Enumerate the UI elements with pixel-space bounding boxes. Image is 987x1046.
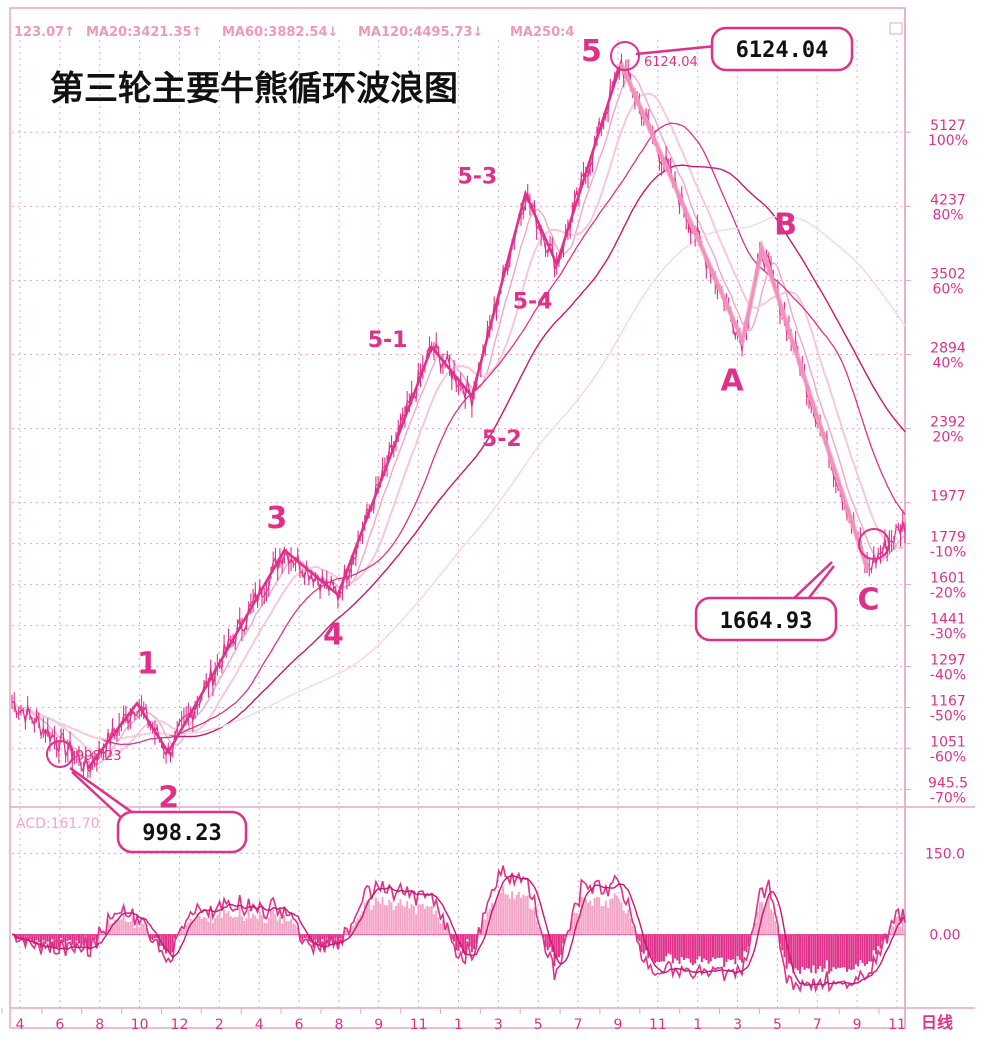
xtick-label: 3 xyxy=(733,1017,742,1033)
ytick-pct: -60% xyxy=(930,749,966,765)
xtick-label: 1 xyxy=(693,1017,702,1033)
xtick-label: 11 xyxy=(649,1017,667,1033)
xtick-label: 5 xyxy=(773,1017,782,1033)
wave-label: A xyxy=(720,364,744,399)
xtick-label: 8 xyxy=(334,1017,343,1033)
ytick-value: 1297 xyxy=(930,653,966,669)
wave-labels: 1 2 3 4 5-1 5-2 5-3 5-4 5 A B C xyxy=(137,34,880,815)
window-button-icon[interactable] xyxy=(889,22,903,35)
ytick-value: 1441 xyxy=(930,612,966,628)
ytick-pct: 20% xyxy=(932,430,963,446)
wave-label: 5-1 xyxy=(368,328,408,353)
xtick-label: 12 xyxy=(171,1017,189,1033)
low-circle-right xyxy=(858,528,890,560)
wave-label: 4 xyxy=(323,618,344,653)
x-axis-ticks: 4 6 8 10 12 2 4 6 8 9 11 1 3 5 7 9 11 1 3 5 7 9 11 xyxy=(1,1008,906,1033)
xtick-label: 11 xyxy=(888,1017,906,1033)
svg-text:6124.04: 6124.04 xyxy=(736,38,829,63)
legend-ma120: MA120:4495.73↓ xyxy=(358,25,483,40)
ytick-pct: 60% xyxy=(932,281,963,297)
ma60-line xyxy=(12,122,906,746)
ytick-value: 1977 xyxy=(930,489,966,505)
ytick-pct: -30% xyxy=(930,627,966,643)
ytick-pct: 40% xyxy=(932,356,963,372)
legend-ma60: MA60:3882.54↓ xyxy=(222,25,338,40)
callout-low-right: 1664.93 xyxy=(694,561,838,642)
xtick-label: 5 xyxy=(534,1017,543,1033)
ma20-line xyxy=(12,92,906,758)
moving-averages xyxy=(12,73,906,766)
wave-label: B xyxy=(774,208,797,243)
wave-label: 2 xyxy=(158,780,179,815)
ytick-pct: -20% xyxy=(930,586,966,602)
xtick-label: 7 xyxy=(574,1017,583,1033)
wave-label: 5-4 xyxy=(513,289,553,314)
period-label: 日线 xyxy=(921,1013,953,1032)
acd-panel: 150.0 0.00 xyxy=(11,846,965,994)
wave-lines xyxy=(86,59,870,770)
legend-ma250: MA250:4 xyxy=(510,25,574,40)
xtick-label: 3 xyxy=(494,1017,503,1033)
xtick-label: 1 xyxy=(454,1017,463,1033)
xtick-label: 6 xyxy=(295,1017,304,1033)
acd-ytick: 150.0 xyxy=(925,846,965,862)
wave-label: 1 xyxy=(137,646,158,681)
peak-marker-label: 6124.04 xyxy=(644,55,698,70)
xtick-label: 4 xyxy=(255,1017,264,1033)
ma-short xyxy=(12,73,906,766)
xtick-label: 6 xyxy=(55,1017,64,1033)
ytick-value: 5127 xyxy=(930,118,966,134)
xtick-label: 9 xyxy=(613,1017,622,1033)
xtick-label: 4 xyxy=(16,1017,25,1033)
ma250-line xyxy=(12,215,906,741)
ytick-value: 4237 xyxy=(930,192,966,208)
abc-path xyxy=(618,62,870,571)
ytick-pct: -40% xyxy=(930,668,966,684)
wave-label: 5-3 xyxy=(457,164,497,189)
legend-ma-left: 123.07↑ xyxy=(14,25,75,40)
legend-ma20: MA20:3421.35↑ xyxy=(86,25,202,40)
acd-indicator-label: ACD:161.70 xyxy=(16,816,100,832)
ytick-value: 1167 xyxy=(930,694,966,710)
acd-signal-line xyxy=(12,873,906,987)
acd-ytick: 0.00 xyxy=(929,928,960,944)
ytick-value: 1601 xyxy=(930,571,966,587)
low-circle-left xyxy=(46,740,74,768)
callout-high: 6124.04 xyxy=(635,26,854,72)
xtick-label: 7 xyxy=(813,1017,822,1033)
ytick-pct: 100% xyxy=(928,133,968,149)
wave-label: 5-2 xyxy=(482,427,522,452)
wave-label: 3 xyxy=(266,501,287,536)
xtick-label: 10 xyxy=(131,1017,149,1033)
xtick-label: 9 xyxy=(853,1017,862,1033)
ytick-value: 1779 xyxy=(930,530,966,546)
xtick-label: 9 xyxy=(374,1017,383,1033)
svg-text:998.23: 998.23 xyxy=(142,821,221,846)
wave-label: C xyxy=(857,582,879,617)
peak-circle xyxy=(610,41,640,71)
ytick-value: 2392 xyxy=(930,415,966,431)
xtick-label: 8 xyxy=(95,1017,104,1033)
callout-low-left: 998.23 xyxy=(69,766,248,854)
wave-label: 5 xyxy=(581,34,602,69)
ytick-value: 3502 xyxy=(930,266,966,282)
chart-title: 第三轮主要牛熊循环波浪图 xyxy=(50,69,458,109)
xtick-label: 11 xyxy=(410,1017,428,1033)
ytick-pct: 80% xyxy=(932,207,963,223)
ytick-pct: -10% xyxy=(930,545,966,561)
ytick-pct: -50% xyxy=(930,709,966,725)
chart-border xyxy=(9,7,906,1029)
ytick-value: 2894 xyxy=(930,341,966,357)
ytick-value: 1051 xyxy=(930,734,966,750)
xtick-label: 2 xyxy=(215,1017,224,1033)
acd-line xyxy=(11,865,906,994)
ytick-value: 945.5 xyxy=(928,775,968,791)
svg-text:1664.93: 1664.93 xyxy=(720,609,813,634)
ytick-pct: -70% xyxy=(930,790,966,806)
low-marker-label: 998.23 xyxy=(76,749,122,764)
